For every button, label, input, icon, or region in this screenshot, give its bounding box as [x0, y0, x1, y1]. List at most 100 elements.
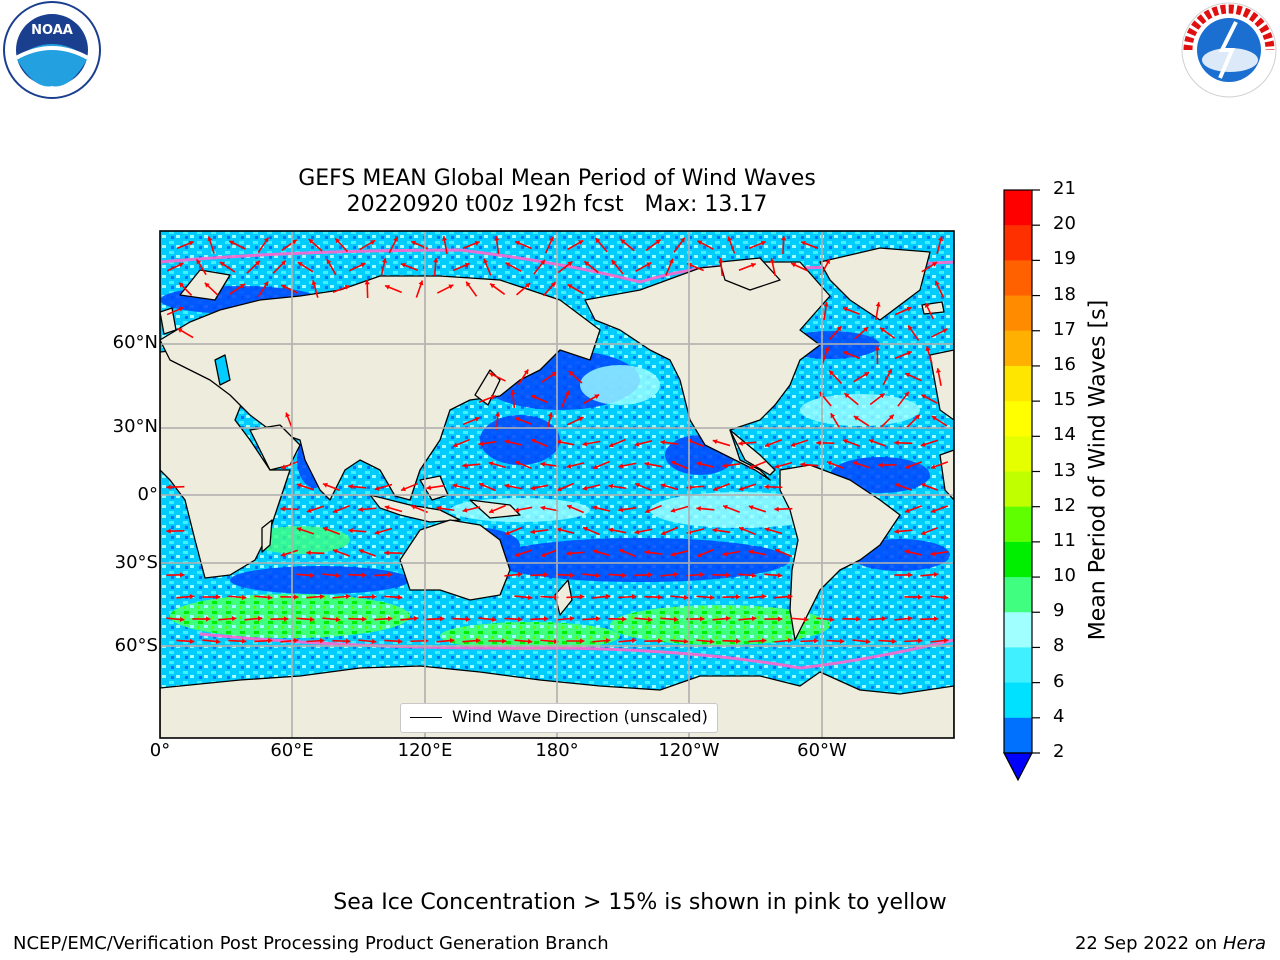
wind-wave-arrow-head: [489, 372, 495, 378]
wind-wave-arrow-head: [371, 594, 377, 600]
wind-wave-arrow-head: [326, 259, 332, 265]
wind-wave-arrow-head: [888, 414, 894, 420]
wind-wave-arrow-head: [393, 237, 398, 242]
wind-wave-arrow-head: [374, 485, 380, 491]
wind-wave-arrow-head: [727, 236, 733, 242]
wind-wave-arrow-head: [709, 594, 715, 600]
wind-wave-arrow-head: [550, 282, 556, 288]
colorbar-bin-16: [1004, 330, 1032, 367]
wind-wave-arrow-head: [673, 571, 679, 578]
colorbar-tick-label-14: 14: [1053, 424, 1076, 446]
wind-wave-arrow-head: [709, 638, 715, 645]
wind-wave-arrow-head: [293, 637, 299, 644]
wind-wave-arrow-head: [567, 284, 573, 289]
wind-wave-arrow-head: [670, 507, 676, 513]
wind-wave-arrow-head: [178, 306, 184, 312]
wind-wave-arrow-head: [294, 594, 299, 600]
colorbar-bin-6: [1004, 647, 1032, 684]
colorbar-bin-2: [1004, 717, 1032, 754]
lon-tick-60w: 60°W: [797, 740, 847, 761]
wind-wave-arrow-head: [647, 572, 653, 578]
wind-wave-arrow-head: [842, 306, 848, 312]
noaa-logo-text: NOAA: [31, 23, 73, 38]
wind-wave-arrow-head: [319, 594, 325, 600]
wind-wave-arrow-head: [843, 350, 848, 356]
wind-wave-arrow-head: [241, 638, 247, 644]
wind-wave-arrow-head: [826, 460, 832, 466]
wind-wave-arrow-head: [605, 593, 611, 600]
wind-wave-arrow-head: [787, 594, 793, 600]
footer-host: Hera: [1222, 933, 1266, 954]
lat-tick-60s: 60°S: [114, 635, 158, 656]
wind-wave-arrow-head: [605, 638, 611, 644]
wind-wave-arrow-head: [474, 416, 480, 422]
wind-wave-arrow-head: [825, 259, 830, 265]
wind-wave-arrow-head: [494, 236, 500, 241]
lon-tick-0: 0°: [149, 740, 171, 761]
wind-wave-arrow-head: [178, 262, 184, 268]
wind-wave-arrow-head: [868, 438, 874, 444]
wind-wave-arrow-head: [488, 461, 494, 467]
wind-wave-arrow-head: [464, 262, 470, 268]
wind-wave-arrow-head: [738, 440, 743, 446]
wind-wave-arrow-head: [778, 616, 783, 622]
wind-wave-arrow-head: [263, 281, 269, 287]
wind-wave-arrow-head: [750, 262, 756, 268]
wind-wave-arrow-head: [930, 508, 936, 514]
colorbar-bin-11: [1004, 506, 1032, 543]
wind-wave-arrow-head: [166, 528, 171, 534]
wind-wave-arrow-head: [569, 615, 575, 622]
wind-wave-arrow-head: [309, 616, 315, 622]
wind-wave-arrow-head: [462, 462, 467, 468]
colorbar-ticks: [1032, 189, 1040, 754]
wind-wave-arrow-head: [397, 594, 403, 600]
wind-wave-arrow-head: [880, 327, 886, 333]
wind-wave-arrow-head: [894, 528, 899, 534]
wind-wave-arrow-head: [905, 372, 911, 378]
wind-wave-arrow-head: [557, 486, 563, 492]
wind-wave-arrow-head: [348, 484, 353, 490]
wind-wave-arrow-head: [514, 416, 520, 422]
wind-wave-arrow-head: [920, 442, 926, 447]
colorbar: [1004, 190, 1032, 754]
wind-wave-arrow-head: [920, 530, 926, 536]
wind-wave-arrow-head: [387, 616, 393, 622]
wind-wave-arrow-head: [920, 482, 926, 488]
wind-wave-arrow-head: [385, 284, 390, 290]
wind-wave-arrow-head: [906, 306, 912, 312]
wind-wave-arrow-head: [673, 616, 679, 622]
wind-wave-arrow-head: [887, 369, 892, 375]
wind-wave-arrow-head: [769, 258, 775, 263]
wind-wave-arrow-head: [634, 529, 640, 535]
wind-wave-arrow-head: [775, 548, 781, 554]
gridlines: [160, 231, 954, 738]
wind-wave-arrow-head: [568, 370, 574, 376]
colorbar-tick-label-9: 9: [1053, 600, 1065, 622]
wind-wave-arrow-head: [177, 328, 183, 333]
greenland: [819, 247, 931, 321]
wind-wave-arrow-head: [474, 240, 480, 246]
wind-wave-arrow-head: [595, 616, 601, 622]
wind-wave-arrow-head: [611, 259, 617, 265]
wind-wave-arrow-head: [452, 483, 458, 489]
wind-wave-arrow-head: [824, 346, 830, 352]
wind-wave-arrow-head: [263, 237, 269, 243]
colorbar-bin-19: [1004, 225, 1032, 261]
europe-right: [929, 349, 954, 421]
colorbar-bin-20: [1004, 190, 1032, 226]
colorbar-bin-9: [1004, 577, 1032, 613]
wind-wave-arrow-head: [280, 464, 286, 470]
wind-wave-arrow-head: [348, 528, 353, 534]
wind-wave-arrow-head: [189, 638, 195, 644]
wind-wave-arrow-head: [411, 504, 416, 510]
colorbar-bin-13: [1004, 436, 1032, 472]
wind-wave-arrow-head: [332, 508, 338, 514]
wind-wave-arrow-head: [540, 552, 546, 558]
wind-wave-arrow-head: [914, 414, 920, 420]
wind-wave-arrow-head: [718, 258, 724, 263]
wind-wave-arrow-head: [322, 526, 328, 532]
wind-wave-arrow-head: [829, 616, 835, 622]
wind-wave-arrow-head: [931, 416, 937, 421]
wind-wave-arrow-head: [345, 593, 351, 600]
wind-wave-arrow-head: [864, 372, 870, 377]
